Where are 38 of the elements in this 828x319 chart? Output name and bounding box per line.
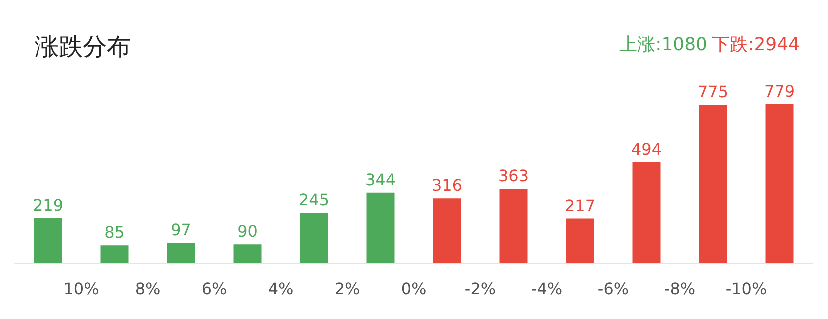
data-label: 219	[32, 196, 64, 215]
x-tick-label: 0%	[401, 280, 427, 298]
x-tick-label: 4%	[268, 280, 294, 298]
text: 上涨:1080	[620, 34, 708, 56]
bar	[234, 244, 262, 263]
x-tick-label: -10%	[726, 280, 768, 298]
bar	[34, 218, 62, 263]
bar	[100, 246, 129, 263]
data-label: 344	[365, 170, 396, 190]
data-label: 316	[432, 176, 463, 196]
data-label: 779	[764, 82, 796, 101]
bar	[766, 104, 794, 263]
x-tick-label: 6%	[202, 280, 228, 298]
x-tick-label: 2%	[334, 280, 360, 298]
data-label: 85	[104, 223, 125, 242]
data-label: 245	[298, 190, 330, 210]
bar	[366, 192, 395, 263]
bar	[433, 198, 462, 263]
bar	[632, 162, 661, 263]
data-label: 363	[498, 166, 530, 186]
bar	[699, 105, 728, 263]
x-tick-label: 10%	[64, 280, 100, 298]
data-label: 494	[631, 140, 662, 159]
data-label: 97	[171, 220, 192, 240]
bar	[300, 213, 328, 263]
bar	[167, 243, 196, 263]
x-tick-label: 8%	[135, 280, 161, 298]
bar	[566, 218, 594, 263]
x-tick-label: -2%	[464, 280, 496, 298]
data-label: 775	[698, 82, 729, 102]
bar	[500, 189, 528, 263]
data-label: 90	[238, 222, 258, 242]
x-tick-label: -4%	[531, 280, 563, 298]
x-tick-label: -6%	[598, 280, 630, 298]
chart-title: 涨跌分布	[35, 33, 131, 61]
text: 下跌:2944	[712, 34, 800, 56]
x-tick-label: -8%	[664, 280, 696, 298]
data-label: 217	[564, 196, 596, 216]
